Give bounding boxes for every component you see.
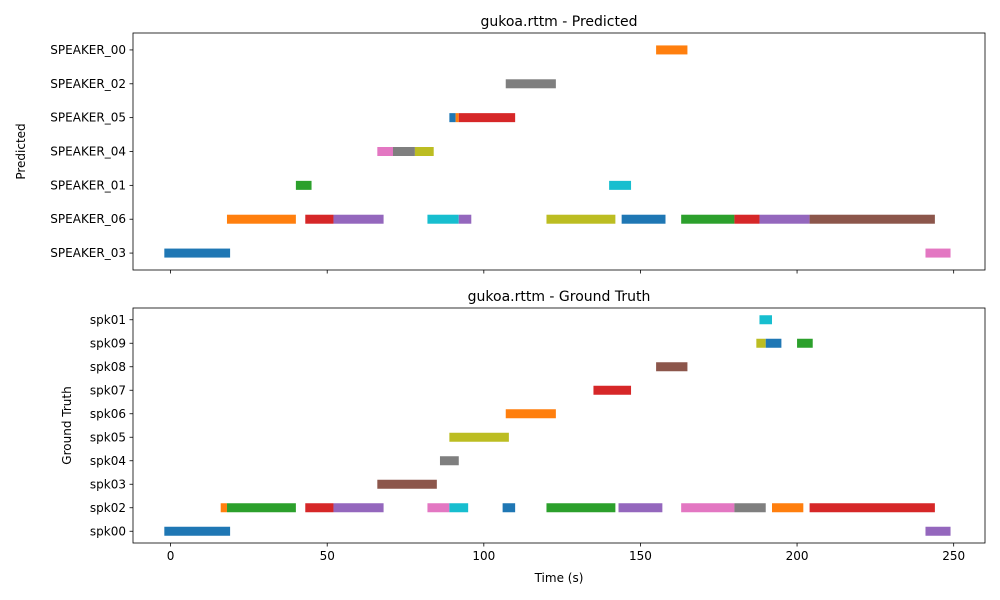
segment-speaker-05-2 [449, 113, 456, 123]
plot-area-predicted: SPEAKER_03 SPEAKER_06 SPEAKER_01 SPEAKER_04… [50, 32, 986, 274]
segment-spk02-22 [809, 503, 935, 513]
segment-speaker-00-0 [656, 45, 688, 55]
segment-speaker-05-4 [458, 113, 516, 123]
y-tick-label-speaker-02: SPEAKER_02 [50, 77, 126, 91]
segment-spk02-17 [546, 503, 616, 513]
x-tick-label-200: 200 [786, 549, 809, 563]
chart-title-predicted: gukoa.rttm - Predicted [480, 14, 637, 30]
segment-spk01-0 [759, 315, 772, 325]
y-tick-label-speaker-03: SPEAKER_03 [50, 246, 126, 260]
y-axis-label-ground-truth: Ground Truth [60, 386, 74, 464]
segment-spk07-5 [593, 385, 632, 395]
segment-speaker-04-7 [414, 147, 434, 156]
segment-speaker-06-20 [809, 214, 935, 224]
segment-speaker-06-11 [305, 214, 334, 224]
segment-speaker-03-21 [164, 248, 231, 258]
segment-spk02-19 [681, 503, 735, 513]
y-tick-label-spk00: spk00 [90, 524, 126, 538]
x-tick-label-0: 0 [167, 549, 175, 563]
segment-spk06-6 [505, 409, 556, 419]
segment-speaker-06-10 [226, 214, 296, 224]
segment-spk02-18 [618, 503, 663, 513]
segment-spk02-13 [333, 503, 384, 513]
segment-spk03-9 [377, 479, 437, 489]
segment-speaker-04-5 [377, 147, 393, 156]
predicted-panel: gukoa.rttm - Predicted Predicted SPEAKER… [14, 14, 986, 274]
plot-area-ground-truth: spk00 spk02 spk03 spk04 spk05 spk06 spk07 spk08… [90, 307, 986, 563]
segment-spk00-23 [164, 526, 231, 536]
segment-spk08-4 [656, 362, 688, 372]
segment-speaker-06-14 [458, 214, 472, 224]
y-tick-label-speaker-04: SPEAKER_04 [50, 145, 126, 159]
x-tick-label-150: 150 [629, 549, 652, 563]
y-tick-label-spk08: spk08 [90, 360, 126, 374]
segment-spk09-2 [765, 338, 782, 348]
segment-spk02-12 [305, 503, 334, 513]
x-tick-label-100: 100 [472, 549, 495, 563]
y-tick-label-spk06: spk06 [90, 407, 126, 421]
segment-speaker-06-18 [734, 214, 760, 224]
segment-spk00-24 [925, 526, 951, 536]
segment-spk02-14 [427, 503, 450, 513]
segment-speaker-06-15 [546, 214, 616, 224]
y-tick-label-spk05: spk05 [90, 430, 126, 444]
segment-spk02-11 [226, 503, 296, 513]
segment-speaker-05-3 [455, 113, 459, 123]
segment-spk02-20 [734, 503, 766, 513]
segment-speaker-06-19 [759, 214, 810, 224]
chart-title-ground-truth: gukoa.rttm - Ground Truth [468, 289, 651, 305]
segment-spk04-8 [439, 456, 459, 466]
segment-speaker-06-13 [427, 214, 459, 224]
axes-frame [132, 32, 986, 271]
segment-spk05-7 [449, 432, 509, 442]
segment-speaker-06-12 [333, 214, 384, 224]
y-tick-label-spk07: spk07 [90, 383, 126, 397]
segment-speaker-04-6 [392, 147, 415, 156]
y-tick-label-spk03: spk03 [90, 477, 126, 491]
x-tick-label-250: 250 [942, 549, 965, 563]
x-axis-label: Time (s) [534, 571, 584, 585]
segment-speaker-02-1 [505, 79, 556, 89]
segment-speaker-06-16 [621, 214, 666, 224]
segment-spk02-16 [502, 503, 516, 513]
segment-spk09-3 [797, 338, 813, 348]
segment-spk09-1 [756, 338, 766, 348]
y-tick-label-speaker-06: SPEAKER_06 [50, 212, 126, 226]
segment-speaker-01-8 [295, 180, 312, 190]
segment-speaker-01-9 [609, 180, 632, 190]
x-tick-label-50: 50 [320, 549, 335, 563]
y-tick-label-spk02: spk02 [90, 501, 126, 515]
segment-speaker-03-22 [925, 248, 951, 258]
segment-spk02-21 [772, 503, 804, 513]
y-tick-label-speaker-05: SPEAKER_05 [50, 111, 126, 125]
ground-truth-panel: gukoa.rttm - Ground Truth Ground Truth T… [60, 289, 986, 585]
y-tick-label-spk01: spk01 [90, 313, 126, 327]
y-tick-label-spk09: spk09 [90, 336, 126, 350]
segment-speaker-06-17 [681, 214, 735, 224]
axes-frame [132, 307, 986, 544]
y-tick-label-spk04: spk04 [90, 454, 126, 468]
segment-spk02-15 [449, 503, 469, 513]
y-axis-label-predicted: Predicted [14, 123, 28, 179]
y-tick-label-speaker-01: SPEAKER_01 [50, 178, 126, 192]
y-tick-label-speaker-00: SPEAKER_00 [50, 43, 126, 57]
segment-spk02-10 [220, 503, 227, 513]
